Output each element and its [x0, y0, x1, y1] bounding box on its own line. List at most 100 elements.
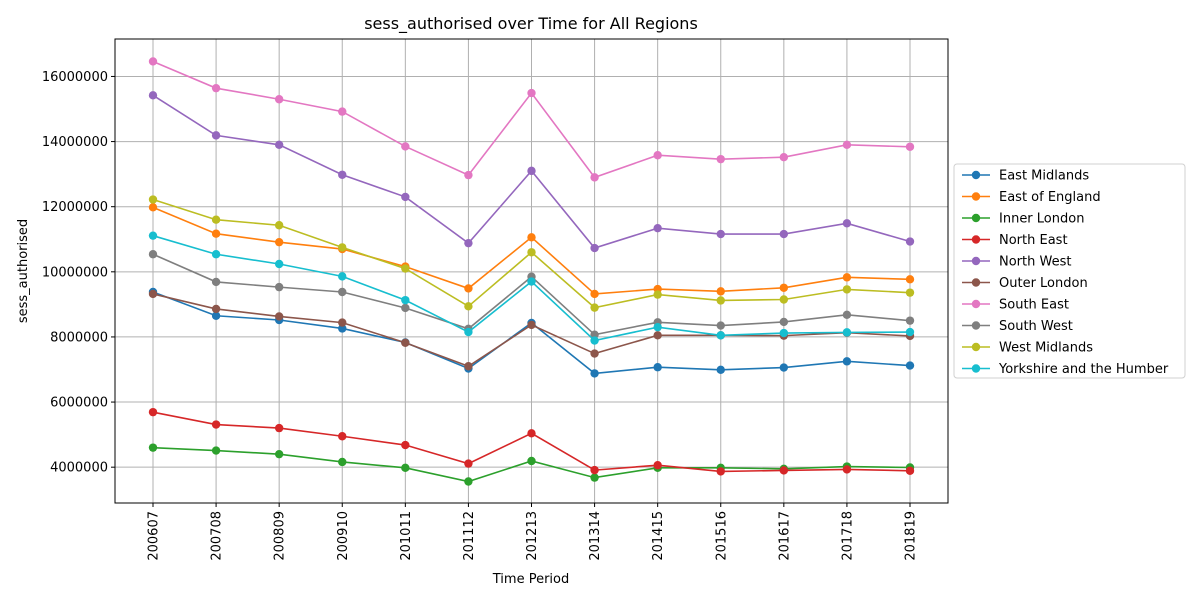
- data-point: [653, 151, 662, 160]
- data-point: [905, 288, 915, 297]
- data-point: [905, 327, 915, 337]
- data-point: [842, 357, 852, 366]
- data-point: [401, 338, 410, 347]
- data-point: [842, 328, 852, 337]
- data-point: [274, 423, 284, 433]
- legend-label: West Midlands: [999, 341, 1093, 356]
- x-tick-label: 201617: [777, 511, 792, 561]
- x-tick-label: 201718: [840, 511, 855, 561]
- x-tick-label: 201819: [904, 511, 919, 561]
- data-point: [779, 328, 789, 338]
- data-point: [590, 465, 599, 475]
- data-point: [527, 166, 536, 176]
- x-tick-label: 201314: [588, 511, 603, 561]
- data-point: [779, 152, 789, 162]
- data-point: [590, 336, 599, 345]
- data-point: [211, 131, 221, 140]
- data-point: [148, 91, 158, 100]
- data-point: [211, 83, 221, 93]
- x-tick-label: 201112: [462, 511, 477, 561]
- legend-item: North East: [962, 233, 1068, 248]
- data-point: [653, 363, 662, 372]
- y-tick-label: 6000000: [50, 396, 108, 411]
- x-tick-label: 201516: [714, 511, 729, 561]
- legend-swatch-marker: [971, 321, 981, 330]
- legend-label: East Midlands: [999, 169, 1089, 184]
- data-point: [653, 322, 662, 332]
- data-point: [842, 310, 852, 319]
- data-point: [338, 457, 347, 467]
- data-point: [274, 140, 284, 150]
- legend-label: North West: [999, 255, 1071, 270]
- data-point: [905, 142, 915, 151]
- legend-swatch-marker: [971, 170, 981, 180]
- legend-item: West Midlands: [962, 341, 1093, 356]
- data-point: [338, 170, 347, 179]
- data-point: [905, 275, 915, 284]
- data-point: [401, 295, 410, 305]
- data-point: [148, 231, 158, 240]
- data-point: [527, 233, 536, 242]
- data-point: [527, 277, 536, 286]
- data-point: [590, 173, 599, 182]
- chart-title: sess_authorised over Time for All Region…: [364, 14, 698, 34]
- data-point: [905, 237, 915, 246]
- data-point: [590, 243, 599, 253]
- legend-label: Yorkshire and the Humber: [998, 362, 1169, 377]
- series-south-east: [148, 57, 915, 182]
- data-point: [274, 237, 284, 247]
- series-north-west: [148, 91, 915, 253]
- data-point: [779, 283, 789, 292]
- legend-swatch-marker: [971, 192, 981, 201]
- data-point: [779, 317, 789, 327]
- series-south-west: [148, 250, 915, 339]
- data-point: [590, 369, 599, 378]
- legend-swatch-marker: [971, 235, 981, 244]
- data-point: [905, 466, 915, 475]
- data-point: [527, 248, 536, 257]
- data-point: [274, 95, 284, 104]
- legend: East Midlands East of England Inner London…: [953, 163, 1186, 379]
- data-point: [590, 330, 599, 339]
- data-point: [716, 321, 725, 330]
- legend-item: South East: [962, 298, 1069, 313]
- data-point: [401, 303, 410, 313]
- x-axis-label: Time Period: [492, 572, 569, 587]
- legend-item: North West: [962, 255, 1071, 270]
- legend-item: Yorkshire and the Humber: [962, 362, 1169, 377]
- data-point: [653, 223, 662, 233]
- series-north-east: [148, 407, 915, 476]
- legend-item: East Midlands: [962, 169, 1089, 184]
- data-point: [274, 449, 284, 459]
- data-point: [338, 272, 347, 281]
- legend-swatch-marker: [971, 278, 981, 287]
- y-axis-label: sess_authorised: [16, 219, 31, 323]
- data-point: [590, 473, 599, 482]
- y-tick-label: 4000000: [50, 461, 108, 476]
- data-point: [338, 287, 347, 297]
- x-tick-label: 201213: [525, 511, 540, 561]
- data-point: [148, 203, 158, 212]
- data-point: [464, 459, 473, 468]
- data-point: [779, 229, 789, 239]
- x-tick-label: 200809: [273, 511, 288, 561]
- data-point: [148, 289, 158, 299]
- legend-label: East of England: [999, 190, 1101, 205]
- data-point: [401, 192, 410, 202]
- data-point: [148, 57, 158, 66]
- data-point: [274, 312, 284, 321]
- data-point: [211, 250, 221, 259]
- data-point: [211, 304, 221, 314]
- y-tick-label: 12000000: [42, 200, 108, 215]
- legend-swatch-marker: [971, 299, 981, 309]
- legend-item: East of England: [962, 190, 1101, 205]
- x-tick-label: 201415: [651, 511, 666, 561]
- data-point: [401, 440, 410, 450]
- data-point: [590, 349, 599, 358]
- data-point: [464, 327, 473, 337]
- legend-item: Outer London: [962, 276, 1088, 291]
- data-point: [211, 277, 221, 287]
- data-point: [527, 88, 536, 98]
- x-tick-label: 200910: [336, 511, 351, 561]
